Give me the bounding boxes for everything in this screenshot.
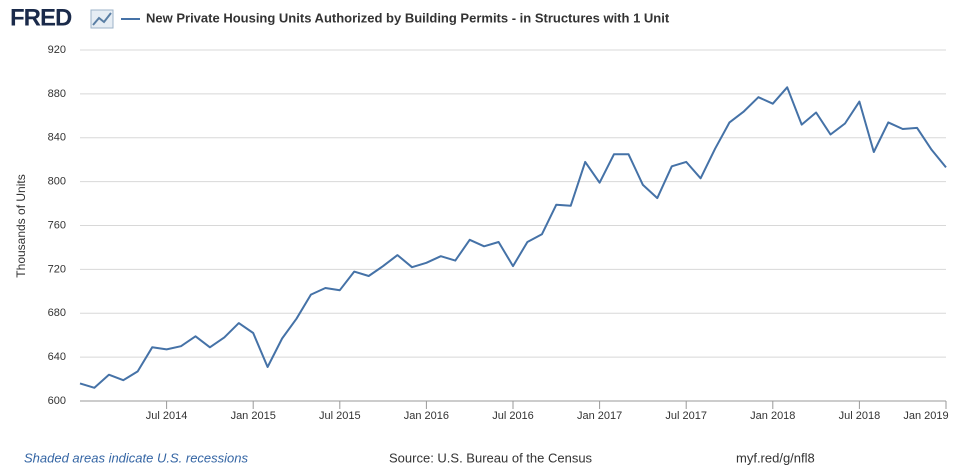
x-tick-label: Jul 2017 — [665, 410, 707, 422]
x-tick-label: Jan 2018 — [750, 410, 795, 422]
y-tick-label: 680 — [48, 307, 66, 319]
legend-label: New Private Housing Units Authorized by … — [146, 10, 670, 25]
x-tick-label: Jan 2019 — [903, 410, 948, 422]
logo-icon — [90, 9, 114, 29]
short-link[interactable]: myf.red/g/nfl8 — [736, 450, 815, 465]
y-tick-label: 840 — [48, 132, 66, 144]
brand-logo[interactable]: FRED — [10, 4, 73, 31]
x-tick-label: Jul 2015 — [319, 410, 361, 422]
recession-note[interactable]: Shaded areas indicate U.S. recessions — [24, 450, 249, 465]
x-tick-label: Jul 2018 — [839, 410, 881, 422]
y-tick-label: 880 — [48, 88, 66, 100]
source-note: Source: U.S. Bureau of the Census — [389, 450, 593, 465]
x-tick-label: Jul 2016 — [492, 410, 534, 422]
y-tick-label: 720 — [48, 263, 66, 275]
y-tick-label: 920 — [48, 44, 66, 56]
x-tick-label: Jan 2015 — [231, 410, 276, 422]
x-tick-label: Jan 2017 — [577, 410, 622, 422]
y-tick-label: 800 — [48, 176, 66, 188]
y-tick-label: 640 — [48, 351, 66, 363]
y-axis-label: Thousands of Units — [14, 174, 28, 277]
series-line — [79, 86, 947, 389]
y-tick-label: 760 — [48, 219, 66, 231]
x-tick-label: Jul 2014 — [146, 410, 188, 422]
y-tick-label: 600 — [48, 395, 66, 407]
x-tick-label: Jan 2016 — [404, 410, 449, 422]
